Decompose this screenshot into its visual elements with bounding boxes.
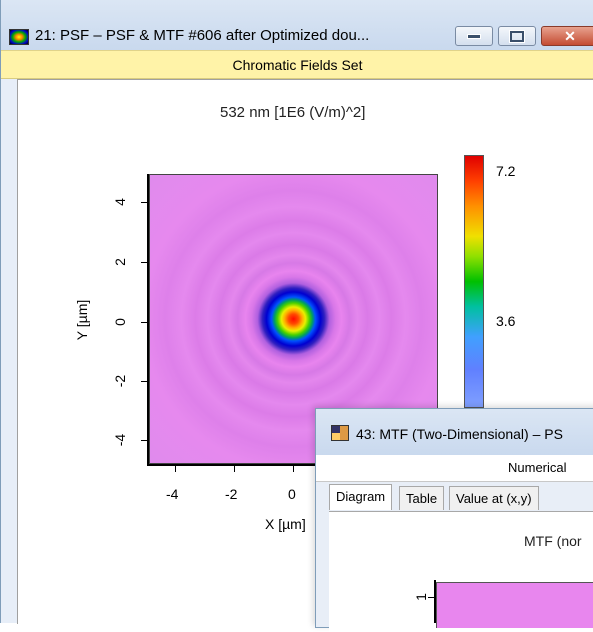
x-tick-label: -2: [225, 486, 238, 502]
y-tick: [141, 202, 148, 203]
mtf-window-title: 43: MTF (Two-Dimensional) – PS: [356, 426, 563, 442]
y-axis-line: [147, 174, 149, 466]
y-tick-label: 4: [112, 198, 128, 206]
x-tick-label: 0: [288, 486, 296, 502]
mtf-plot-title: MTF (nor: [524, 533, 582, 549]
colorbar-label-max: 7.2: [496, 163, 516, 179]
minimize-icon: [467, 33, 481, 39]
y-tick: [141, 262, 148, 263]
mtf-y-axis-line: [434, 580, 436, 623]
psf-plot-title: 532 nm [1E6 (V/m)^2]: [220, 104, 366, 121]
x-tick: [293, 465, 294, 472]
tab-table[interactable]: Table: [399, 486, 445, 510]
y-tick: [141, 381, 148, 382]
colorbar-label-mid: 3.6: [496, 313, 516, 329]
minimize-button[interactable]: [455, 26, 493, 46]
mtf-window-titlebar[interactable]: 43: MTF (Two-Dimensional) – PS: [316, 409, 593, 455]
x-axis-title: X [µm]: [265, 516, 306, 532]
maximize-icon: [510, 30, 524, 42]
y-tick: [141, 440, 148, 441]
tab-diagram[interactable]: Diagram: [329, 484, 393, 510]
y-tick: [141, 322, 148, 323]
y-tick-label: 2: [112, 258, 128, 266]
psf-info-bar: Chromatic Fields Set: [1, 50, 593, 79]
y-tick-label: 0: [112, 318, 128, 326]
psf-app-icon: [9, 29, 29, 45]
mtf-app-icon: [331, 425, 349, 441]
x-axis-line: [147, 464, 438, 466]
x-tick: [234, 465, 235, 472]
psf-window-title: 21: PSF – PSF & MTF #606 after Optimized…: [35, 27, 370, 44]
mtf-y-tick-label: 1: [413, 593, 429, 601]
mtf-info-bar-label: Numerical: [508, 460, 567, 475]
y-axis-title: Y [µm]: [74, 299, 91, 341]
close-icon: ✕: [564, 27, 576, 44]
y-tick-label: -2: [112, 374, 128, 388]
y-tick-label: -4: [112, 433, 128, 447]
mtf-y-tick: [428, 597, 435, 598]
x-tick: [175, 465, 176, 472]
maximize-button[interactable]: [498, 26, 536, 46]
x-tick-label: -4: [166, 486, 179, 502]
tab-value-at-xy[interactable]: Value at (x,y): [449, 486, 539, 510]
mtf-info-bar: Numerical: [316, 455, 593, 482]
colorbar: [464, 155, 484, 408]
close-button[interactable]: ✕: [541, 26, 593, 46]
psf-info-bar-label: Chromatic Fields Set: [232, 57, 363, 73]
psf-window-titlebar[interactable]: 21: PSF – PSF & MTF #606 after Optimized…: [1, 0, 593, 50]
mtf-field-image[interactable]: [436, 582, 593, 628]
mtf-window: 43: MTF (Two-Dimensional) – PS Numerical…: [315, 408, 593, 632]
